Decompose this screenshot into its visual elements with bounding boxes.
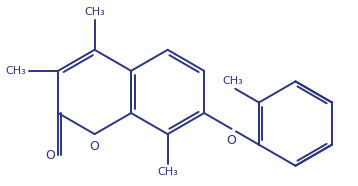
- Text: O: O: [90, 140, 100, 153]
- Text: CH₃: CH₃: [223, 76, 243, 86]
- Text: O: O: [227, 134, 237, 147]
- Text: CH₃: CH₃: [84, 7, 105, 17]
- Text: CH₃: CH₃: [157, 167, 178, 177]
- Text: CH₃: CH₃: [6, 66, 26, 76]
- Text: O: O: [45, 149, 55, 162]
